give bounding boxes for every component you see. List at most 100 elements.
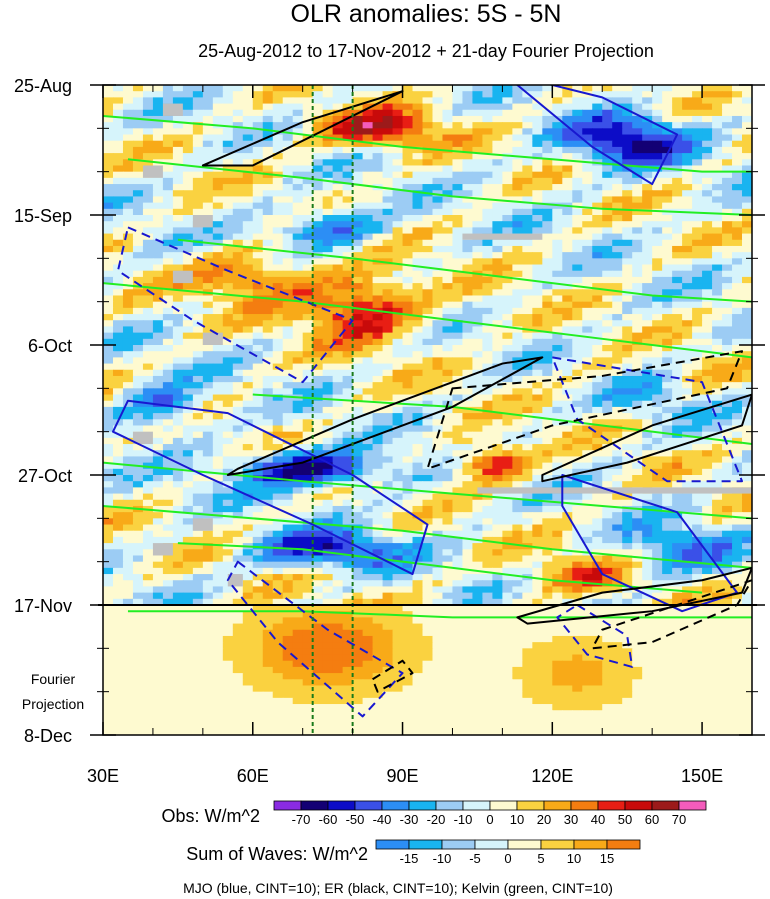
anomaly-cell — [342, 159, 354, 167]
anomaly-cell — [462, 103, 474, 111]
anomaly-cell — [312, 295, 324, 303]
anomaly-cell — [122, 122, 134, 129]
anomaly-cell — [502, 159, 513, 167]
anomaly-cell — [562, 400, 573, 408]
anomaly-cell — [452, 128, 464, 136]
anomaly-cell — [532, 419, 543, 427]
anomaly-cell — [352, 375, 364, 383]
anomaly-cell — [692, 289, 703, 297]
anomaly-cell — [402, 307, 414, 315]
anomaly-cell — [262, 109, 274, 117]
anomaly-cell — [542, 505, 553, 513]
anomaly-cell — [612, 419, 623, 427]
anomaly-cell — [272, 388, 284, 396]
anomaly-cell — [522, 227, 533, 235]
anomaly-cell — [532, 202, 543, 210]
anomaly-cell — [252, 338, 264, 346]
anomaly-cell — [152, 122, 164, 129]
anomaly-cell — [282, 153, 294, 160]
anomaly-cell — [352, 351, 364, 358]
anomaly-cell — [742, 177, 752, 185]
anomaly-cell — [522, 122, 533, 129]
anomaly-cell — [302, 462, 314, 470]
anomaly-cell — [692, 184, 703, 191]
anomaly-cell — [332, 326, 344, 334]
anomaly-cell — [562, 388, 573, 396]
anomaly-cell — [722, 190, 733, 198]
anomaly-cell — [132, 400, 144, 408]
anomaly-cell — [712, 338, 723, 346]
anomaly-cell — [562, 369, 573, 377]
anomaly-cell — [212, 264, 224, 272]
anomaly-cell — [512, 97, 523, 105]
anomaly-cell — [622, 320, 633, 328]
anomaly-cell — [602, 314, 613, 321]
anomaly-cell — [732, 153, 743, 160]
anomaly-cell — [602, 375, 613, 383]
anomaly-cell — [392, 159, 404, 167]
anomaly-cell — [722, 518, 733, 526]
anomaly-cell — [132, 499, 144, 507]
anomaly-cell — [362, 202, 374, 210]
anomaly-cell — [412, 425, 424, 433]
anomaly-cell — [532, 363, 543, 371]
anomaly-cell — [682, 518, 693, 526]
anomaly-cell — [492, 215, 503, 222]
anomaly-cell — [452, 425, 464, 433]
anomaly-cell — [522, 437, 533, 445]
anomaly-cell — [592, 196, 603, 204]
anomaly-cell — [422, 184, 434, 191]
anomaly-cell — [652, 159, 663, 167]
anomaly-cell — [442, 394, 454, 402]
anomaly-cell — [492, 252, 503, 259]
anomaly-cell — [552, 437, 563, 445]
anomaly-cell — [212, 375, 224, 383]
anomaly-cell — [322, 171, 334, 179]
anomaly-cell — [382, 215, 394, 222]
anomaly-cell — [212, 530, 224, 538]
anomaly-cell — [132, 252, 144, 259]
anomaly-cell — [522, 518, 533, 526]
anomaly-cell — [502, 499, 513, 507]
anomaly-cell — [662, 221, 673, 228]
anomaly-cell — [642, 388, 653, 396]
anomaly-cell — [692, 444, 703, 451]
anomaly-cell — [302, 190, 314, 198]
anomaly-cell — [202, 314, 214, 321]
anomaly-cell — [252, 239, 264, 247]
anomaly-cell — [182, 444, 194, 451]
anomaly-cell — [532, 245, 543, 253]
anomaly-cell — [152, 221, 164, 228]
anomaly-cell — [392, 475, 404, 482]
anomaly-cell — [512, 444, 523, 451]
anomaly-cell — [712, 208, 723, 216]
anomaly-cell — [542, 332, 553, 340]
anomaly-cell — [532, 140, 543, 148]
anomaly-cell — [103, 289, 114, 297]
anomaly-cell — [452, 493, 464, 501]
anomaly-cell — [662, 177, 673, 185]
anomaly-cell — [142, 97, 154, 105]
anomaly-cell — [682, 276, 693, 284]
anomaly-cell — [682, 481, 693, 488]
anomaly-cell — [702, 184, 713, 191]
anomaly-cell — [582, 543, 593, 550]
anomaly-cell — [582, 462, 593, 470]
anomaly-cell — [262, 159, 274, 167]
anomaly-cell — [742, 171, 752, 179]
anomaly-cell — [452, 289, 464, 297]
anomaly-cell — [412, 165, 424, 173]
anomaly-cell — [112, 165, 124, 173]
anomaly-cell — [602, 295, 613, 303]
anomaly-cell — [412, 208, 424, 216]
anomaly-cell — [472, 388, 484, 396]
anomaly-cell — [512, 128, 523, 136]
anomaly-cell — [702, 456, 713, 464]
anomaly-cell — [452, 351, 464, 358]
anomaly-cell — [182, 375, 194, 383]
anomaly-cell — [662, 431, 673, 439]
anomaly-cell — [572, 109, 583, 117]
anomaly-cell — [502, 419, 513, 427]
anomaly-cell — [292, 524, 304, 532]
anomaly-cell — [282, 493, 294, 501]
